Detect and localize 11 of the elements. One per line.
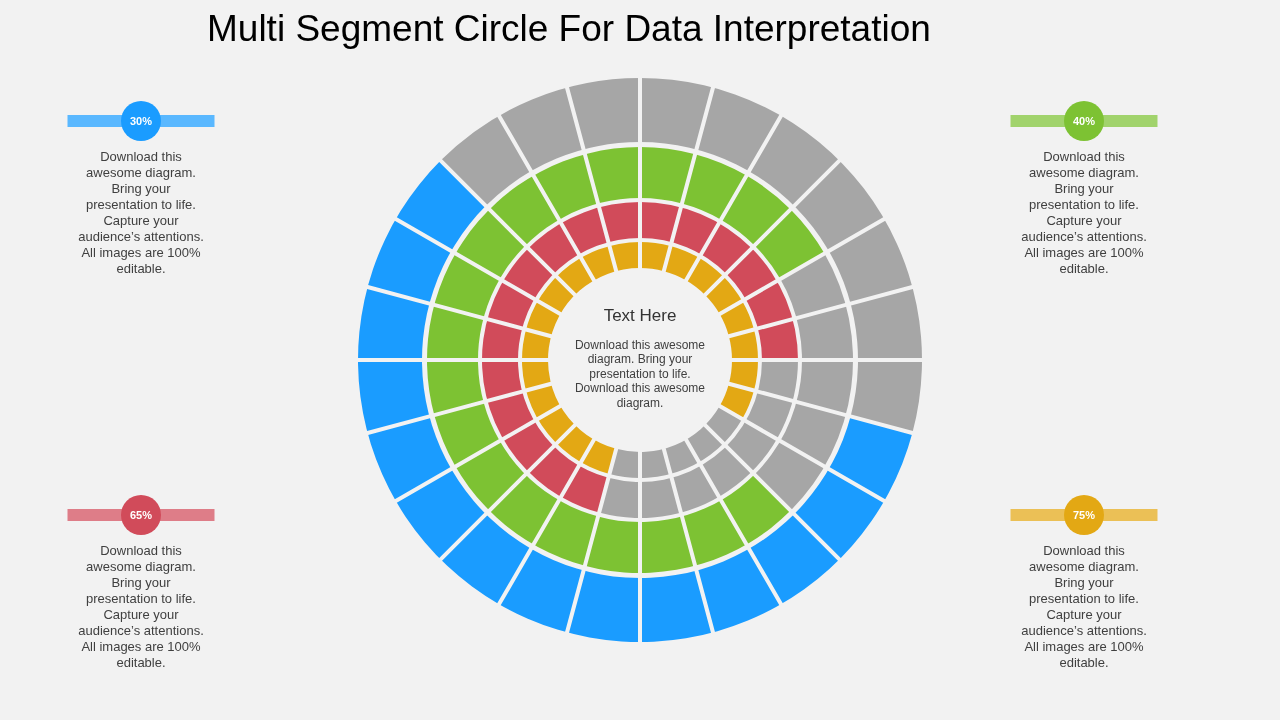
text: 30% (129, 115, 153, 127)
chart-title: Multi Segment Circle For Data Interpretation (207, 8, 931, 49)
text: Text Here (603, 306, 677, 325)
text: Download this awesome diagram. Bring your presentation to life. Capture your audience’s attentions. All images are 100% editable. (78, 542, 204, 670)
text: Download this awesome diagram. Bring your presentation to life. Download this awesome diagram. (574, 338, 706, 410)
text: 75% (1072, 509, 1096, 521)
text: Download this awesome diagram. Bring your presentation to life. Capture your audience’s attentions. All images are 100% editable. (1021, 148, 1147, 276)
text: 65% (129, 509, 153, 521)
text: Download this awesome diagram. Bring your presentation to life. Capture your audience’s attentions. All images are 100% editable. (78, 148, 204, 276)
text: 40% (1072, 115, 1096, 127)
text: Download this awesome diagram. Bring your presentation to life. Capture your audience’s attentions. All images are 100% editable. (1021, 542, 1147, 670)
